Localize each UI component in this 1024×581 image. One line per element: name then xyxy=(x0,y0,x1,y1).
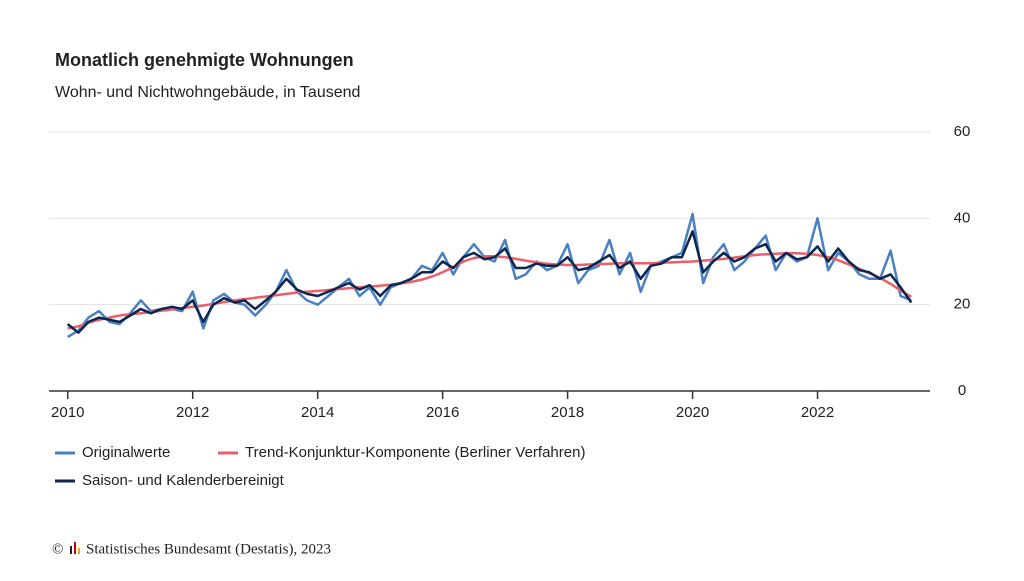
x-tick-label: 2022 xyxy=(801,404,834,421)
x-tick-label: 2016 xyxy=(426,404,459,421)
chart-title: Monatlich genehmigte Wohnungen xyxy=(55,50,354,70)
chart-subtitle: Wohn- und Nichtwohngebäude, in Tausend xyxy=(55,84,360,101)
series-line xyxy=(67,252,912,330)
x-tick-label: 2014 xyxy=(301,404,334,421)
x-tick-label: 2010 xyxy=(51,404,84,421)
series-line xyxy=(66,230,913,334)
legend-label: Trend-Konjunktur-Komponente (Berliner Ve… xyxy=(245,444,585,461)
y-tick-label: 0 xyxy=(958,382,966,399)
series-line xyxy=(67,212,912,339)
source: © Statistisches Bundesamt (Destatis), 20… xyxy=(52,541,331,557)
logo-bar xyxy=(78,548,80,554)
logo-bar xyxy=(70,546,72,554)
source-text: Statistisches Bundesamt (Destatis), 2023 xyxy=(86,541,331,557)
x-tick-label: 2012 xyxy=(176,404,209,421)
x-tick-label: 2018 xyxy=(551,404,584,421)
legend-label: Saison- und Kalenderbereinigt xyxy=(82,472,285,489)
legend-label: Originalwerte xyxy=(82,444,170,461)
y-tick-label: 20 xyxy=(954,296,971,313)
y-tick-label: 60 xyxy=(954,123,971,140)
logo-bar xyxy=(74,542,76,554)
x-tick-label: 2020 xyxy=(676,404,709,421)
copyright-sign: © xyxy=(52,541,63,557)
y-tick-label: 40 xyxy=(954,209,971,226)
